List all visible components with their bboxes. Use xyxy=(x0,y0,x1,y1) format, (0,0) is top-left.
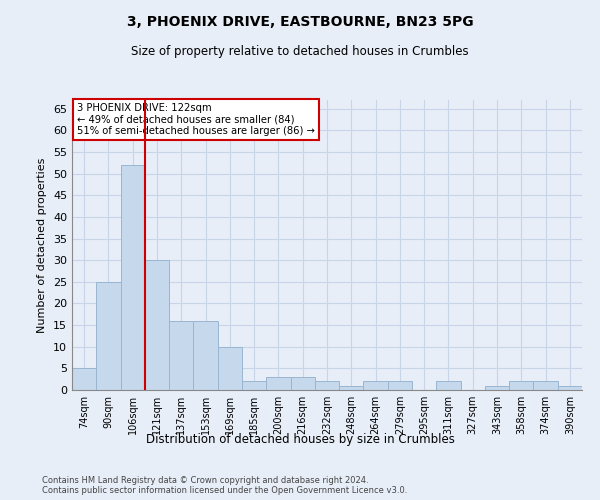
Bar xyxy=(509,382,533,390)
Bar xyxy=(72,368,96,390)
Bar xyxy=(145,260,169,390)
Bar xyxy=(558,386,582,390)
Text: Size of property relative to detached houses in Crumbles: Size of property relative to detached ho… xyxy=(131,45,469,58)
Text: 3 PHOENIX DRIVE: 122sqm
← 49% of detached houses are smaller (84)
51% of semi-de: 3 PHOENIX DRIVE: 122sqm ← 49% of detache… xyxy=(77,103,315,136)
Bar xyxy=(364,382,388,390)
Bar xyxy=(436,382,461,390)
Bar xyxy=(242,382,266,390)
Bar xyxy=(169,320,193,390)
Bar xyxy=(290,377,315,390)
Text: Contains HM Land Registry data © Crown copyright and database right 2024.
Contai: Contains HM Land Registry data © Crown c… xyxy=(42,476,407,495)
Bar xyxy=(339,386,364,390)
Bar xyxy=(218,346,242,390)
Bar xyxy=(266,377,290,390)
Bar xyxy=(388,382,412,390)
Bar xyxy=(315,382,339,390)
Text: 3, PHOENIX DRIVE, EASTBOURNE, BN23 5PG: 3, PHOENIX DRIVE, EASTBOURNE, BN23 5PG xyxy=(127,15,473,29)
Bar xyxy=(96,282,121,390)
Bar xyxy=(121,165,145,390)
Text: Distribution of detached houses by size in Crumbles: Distribution of detached houses by size … xyxy=(146,432,454,446)
Bar xyxy=(533,382,558,390)
Bar xyxy=(193,320,218,390)
Bar xyxy=(485,386,509,390)
Y-axis label: Number of detached properties: Number of detached properties xyxy=(37,158,47,332)
